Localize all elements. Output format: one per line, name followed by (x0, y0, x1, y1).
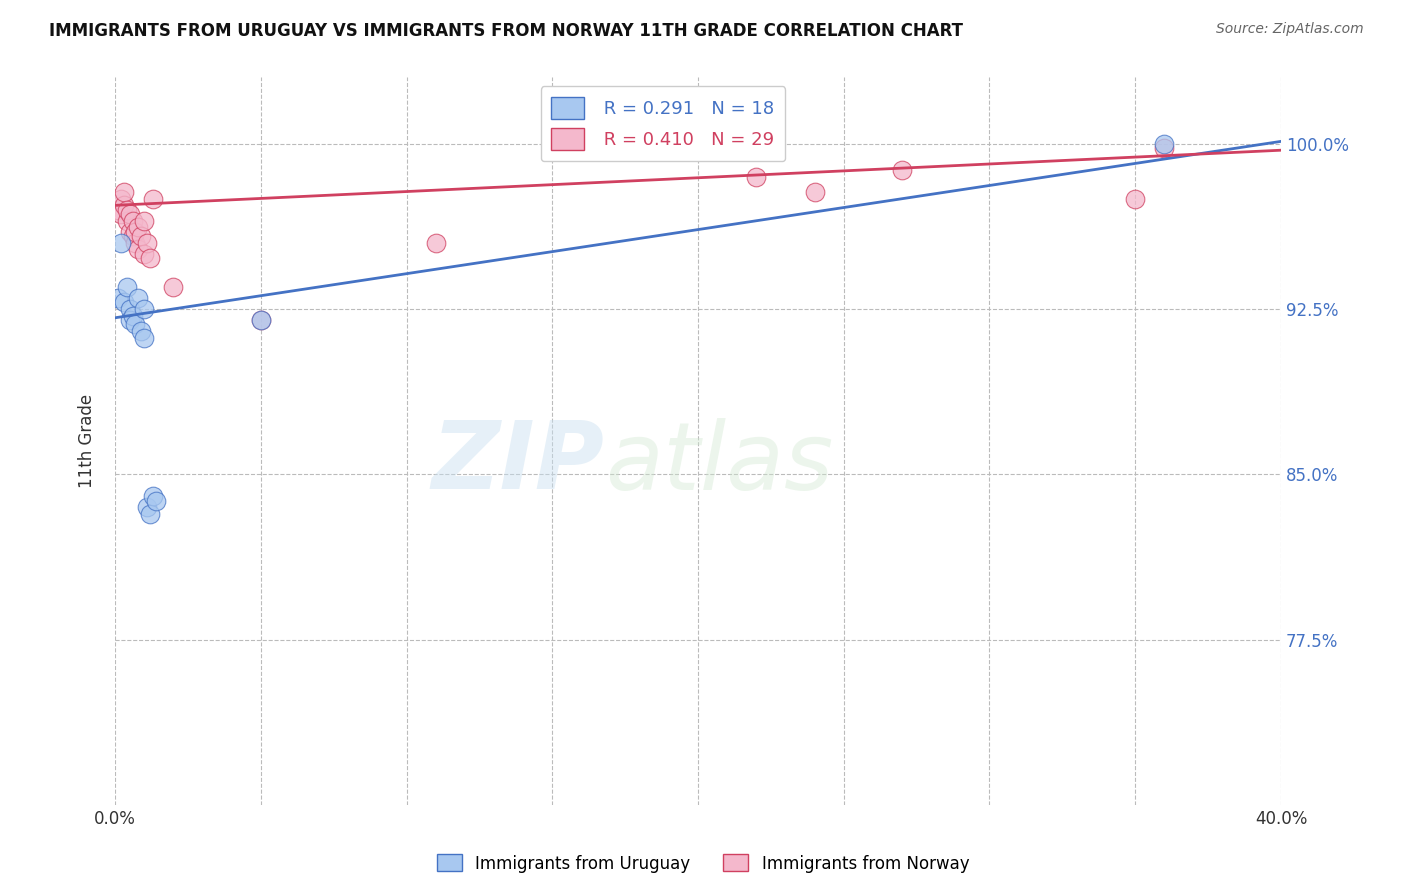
Point (425, 235, 447, 250)
Point (803, 185, 825, 199)
Point (110, 235, 132, 250)
Point (115, 213, 138, 227)
Point (115, 202, 138, 217)
Text: Source: ZipAtlas.com: Source: ZipAtlas.com (1216, 22, 1364, 37)
Point (110, 192, 132, 206)
Point (162, 280, 184, 294)
Point (112, 198, 135, 212)
Legend:  R = 0.291   N = 18,  R = 0.410   N = 29: R = 0.291 N = 18, R = 0.410 N = 29 (541, 87, 786, 161)
Point (142, 489, 165, 503)
Point (134, 301, 156, 316)
Point (134, 331, 156, 345)
Point (118, 225, 141, 239)
Point (124, 235, 146, 250)
Point (134, 247, 156, 261)
Point (1123, 192, 1146, 206)
Point (139, 507, 162, 521)
Point (139, 252, 162, 266)
Point (891, 163, 914, 178)
Point (129, 324, 152, 338)
Point (107, 291, 129, 305)
Point (249, 313, 271, 327)
Point (118, 301, 141, 316)
Point (127, 291, 149, 305)
Point (112, 185, 135, 199)
Point (134, 213, 156, 227)
Point (121, 309, 143, 323)
Text: atlas: atlas (605, 417, 832, 508)
Text: ZIP: ZIP (432, 417, 605, 509)
Point (115, 280, 138, 294)
Text: IMMIGRANTS FROM URUGUAY VS IMMIGRANTS FROM NORWAY 11TH GRADE CORRELATION CHART: IMMIGRANTS FROM URUGUAY VS IMMIGRANTS FR… (49, 22, 963, 40)
Point (127, 220, 149, 235)
Y-axis label: 11th Grade: 11th Grade (79, 394, 96, 488)
Point (121, 229, 143, 244)
Point (136, 235, 159, 250)
Point (118, 207, 141, 221)
Point (1153, 136, 1175, 151)
Point (121, 213, 143, 227)
Point (124, 225, 146, 239)
Point (118, 313, 141, 327)
Point (124, 318, 146, 332)
Point (112, 295, 135, 310)
Point (745, 169, 768, 184)
Point (142, 192, 165, 206)
Point (1153, 141, 1175, 155)
Point (110, 207, 132, 221)
Legend: Immigrants from Uruguay, Immigrants from Norway: Immigrants from Uruguay, Immigrants from… (430, 847, 976, 880)
Point (129, 229, 152, 244)
Point (145, 493, 167, 508)
Point (136, 500, 159, 515)
Point (249, 313, 271, 327)
Point (127, 243, 149, 257)
Point (107, 202, 129, 217)
